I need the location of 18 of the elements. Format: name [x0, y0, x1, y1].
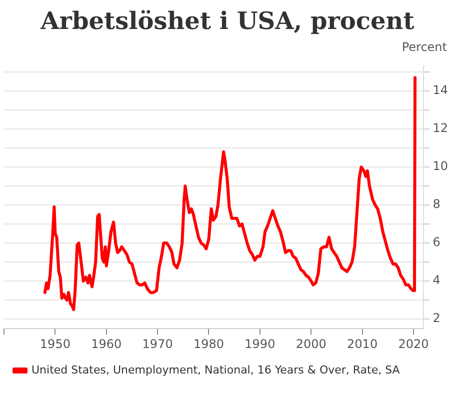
x-tick-label: 1970: [142, 336, 173, 351]
y-tick-label: 14: [432, 83, 448, 98]
y-tick-label: 6: [432, 235, 440, 250]
x-tick-label: 1950: [40, 336, 70, 351]
x-tick-label: 1980: [193, 336, 224, 351]
x-tick-label: 1990: [244, 336, 276, 351]
y-tick-label: 2: [432, 311, 440, 326]
x-tick-label: 1960: [91, 336, 122, 351]
x-tick-label: 2000: [296, 336, 326, 351]
legend-label: United States, Unemployment, National, 16 Years & Over, Rate, SA: [32, 363, 400, 376]
y-tick-label: 10: [432, 159, 448, 174]
y-axis-title: Percent: [400, 40, 448, 56]
y-tick-label: 12: [432, 121, 448, 136]
x-tick-label: 2010: [347, 336, 378, 351]
x-tick-label: 2020: [398, 336, 429, 351]
y-tick-label: 4: [432, 273, 440, 288]
chart-title: Arbetslöshet i USA, procent: [40, 6, 416, 37]
y-tick-label: 8: [432, 197, 440, 212]
